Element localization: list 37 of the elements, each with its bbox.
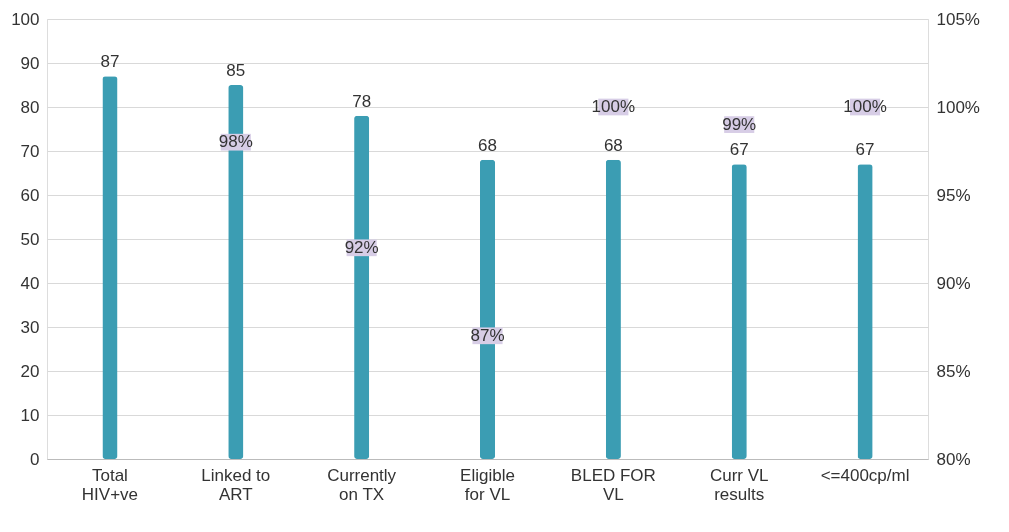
y2-tick-label: 80%: [936, 449, 971, 469]
data-label: 100%: [843, 97, 887, 116]
y2-tick-label: 90%: [936, 273, 971, 293]
y-tick-label: 90: [20, 53, 40, 73]
x-tick-label: Curr VL results: [709, 465, 769, 504]
bar: [605, 159, 621, 459]
y-tick-label: 100: [11, 9, 40, 29]
y-tick-label: 70: [20, 141, 40, 161]
data-label: 68: [603, 135, 623, 155]
y-tick-label: 20: [20, 361, 40, 381]
y2-tick-label: 105%: [936, 9, 980, 29]
data-label: 87: [100, 52, 120, 72]
y-tick-label: 10: [20, 405, 40, 425]
data-label: 100%: [591, 97, 636, 116]
y2-tick-label: 95%: [936, 185, 971, 205]
y2-tick-label: 100%: [936, 97, 980, 117]
y2-tick-label: 85%: [936, 361, 971, 381]
x-tick-label: <=400cp/ml: [820, 465, 910, 485]
data-label: 67: [729, 140, 749, 160]
bar: [731, 164, 747, 459]
data-label: 85: [226, 61, 246, 80]
data-label: 68: [478, 135, 497, 155]
x-tick-label: BLED FOR VL: [570, 465, 656, 504]
y-tick-label: 60: [20, 185, 40, 205]
x-tick-label: Eligible for VL: [460, 465, 515, 504]
data-label: 78: [352, 91, 372, 111]
y-tick-label: 40: [20, 273, 40, 293]
x-tick-label: Total HIV+ve: [81, 465, 139, 504]
x-tick-label: Linked to ART: [201, 465, 271, 504]
y-tick-label: 80: [20, 97, 40, 117]
data-label: 67: [855, 140, 875, 160]
x-tick-label: Currently on TX: [327, 465, 397, 504]
y-tick-label: 0: [30, 449, 40, 469]
bar: [102, 76, 118, 459]
y-tick-label: 50: [20, 229, 40, 249]
bar: [857, 164, 873, 459]
y-tick-label: 30: [20, 317, 40, 337]
